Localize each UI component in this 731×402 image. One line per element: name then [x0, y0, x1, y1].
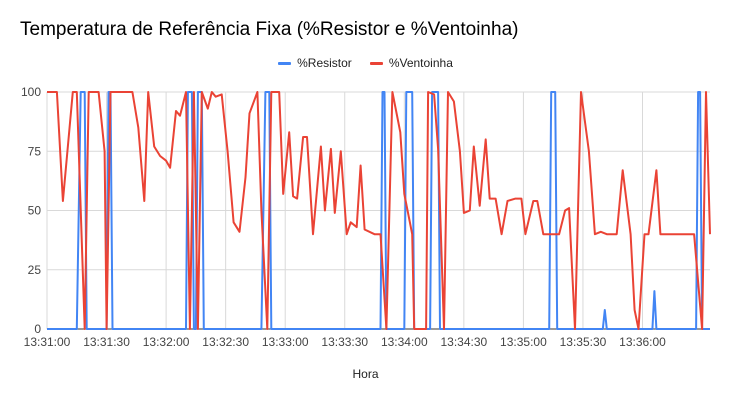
legend: %Resistor %Ventoinha	[0, 56, 731, 70]
legend-item-resistor[interactable]: %Resistor	[278, 56, 352, 70]
x-tick-label: 13:32:00	[143, 335, 190, 349]
x-tick-label: 13:31:00	[24, 335, 71, 349]
x-tick-label: 13:34:30	[440, 335, 487, 349]
x-axis-title: Hora	[352, 367, 379, 381]
legend-item-ventoinha[interactable]: %Ventoinha	[369, 56, 453, 70]
x-tick-label: 13:33:00	[262, 335, 309, 349]
series-line-resistor	[47, 91, 710, 330]
legend-label-ventoinha: %Ventoinha	[388, 56, 453, 70]
x-tick-label: 13:34:00	[381, 335, 428, 349]
y-tick-label: 100	[21, 85, 41, 99]
chart-title: Temperatura de Referência Fixa (%Resisto…	[20, 19, 519, 40]
x-tick-label: 13:36:00	[619, 335, 666, 349]
legend-swatch-ventoinha	[369, 61, 383, 65]
x-tick-label: 13:32:30	[202, 335, 249, 349]
x-tick-label: 13:35:00	[500, 335, 547, 349]
y-tick-label: 25	[28, 263, 42, 277]
y-tick-label: 0	[34, 322, 41, 336]
x-tick-label: 13:33:30	[321, 335, 368, 349]
legend-swatch-resistor	[278, 61, 292, 65]
y-tick-label: 75	[28, 144, 42, 158]
series-line-ventoinha	[47, 91, 711, 330]
y-tick-label: 50	[28, 204, 42, 218]
legend-label-resistor: %Resistor	[297, 56, 352, 70]
x-tick-label: 13:31:30	[83, 335, 130, 349]
x-tick-label: 13:35:30	[560, 335, 607, 349]
